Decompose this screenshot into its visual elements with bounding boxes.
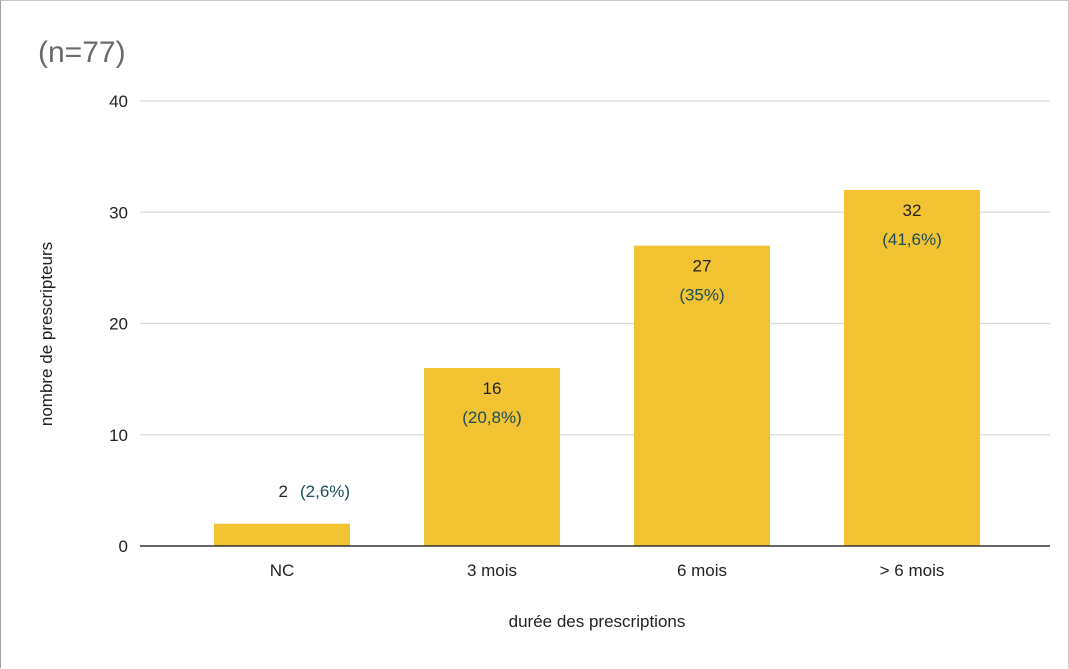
data-label-value: 2 <box>279 482 288 501</box>
x-tick-label: 3 mois <box>467 561 517 580</box>
y-tick-label: 30 <box>109 203 128 222</box>
y-tick-label: 10 <box>109 426 128 445</box>
data-label-value: 32 <box>903 201 922 220</box>
data-label-value: 27 <box>693 257 712 276</box>
data-label-percent: (2,6%) <box>300 482 350 501</box>
data-label-percent: (35%) <box>679 286 724 305</box>
y-tick-label: 40 <box>109 92 128 111</box>
y-tick-labels: 0 10 20 30 40 <box>109 92 128 556</box>
bar <box>214 523 350 546</box>
x-tick-labels: NC 3 mois 6 mois > 6 mois <box>270 561 945 580</box>
chart-title: (n=77) <box>38 36 126 69</box>
y-tick-label: 0 <box>119 537 128 556</box>
x-tick-label: 6 mois <box>677 561 727 580</box>
y-tick-label: 20 <box>109 315 128 334</box>
x-axis-title: durée des prescriptions <box>509 612 686 631</box>
bars <box>214 190 980 546</box>
data-label-value: 16 <box>483 379 502 398</box>
y-axis-title: nombre de prescripteurs <box>37 242 56 426</box>
bar <box>844 190 980 546</box>
data-label-percent: (41,6%) <box>882 230 942 249</box>
bar <box>424 368 560 546</box>
data-labels: 2 (2,6%) 16 (20,8%) 27 (35%) 32 (41,6%) <box>279 201 942 501</box>
x-tick-label: NC <box>270 561 295 580</box>
x-tick-label: > 6 mois <box>880 561 945 580</box>
bar <box>634 245 770 546</box>
data-label-percent: (20,8%) <box>462 408 522 427</box>
